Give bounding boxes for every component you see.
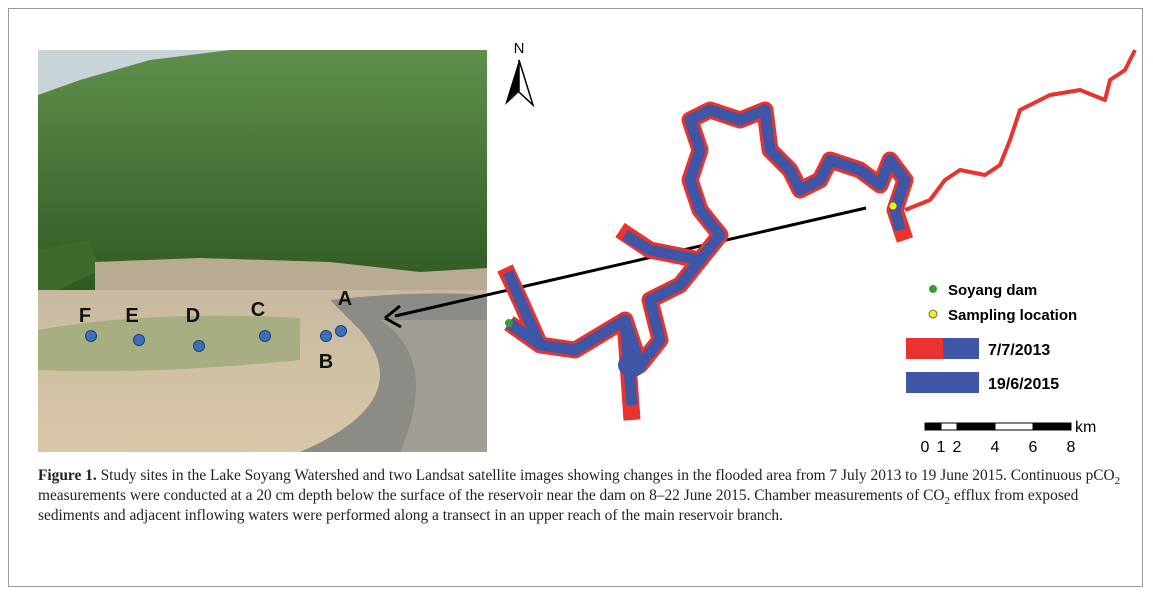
site-marker xyxy=(335,325,347,337)
scale-segment xyxy=(956,422,996,431)
scale-unit: km xyxy=(1075,419,1096,436)
site-marker xyxy=(85,330,97,342)
arrow-line xyxy=(394,206,867,318)
site-label: B xyxy=(319,351,333,373)
legend-swatch xyxy=(906,372,979,393)
legend-dot xyxy=(929,285,937,293)
arrow-head xyxy=(384,304,402,329)
site-marker xyxy=(193,340,205,352)
legend-label: 7/7/2013 xyxy=(988,342,1050,359)
scale-tick-label: 1 xyxy=(937,439,946,456)
caption-subscript: 2 xyxy=(944,495,950,508)
legend-dot xyxy=(928,309,938,319)
site-label: F xyxy=(79,305,91,327)
site-marker xyxy=(320,330,332,342)
legend-swatch xyxy=(906,338,943,359)
dam-marker xyxy=(505,319,513,327)
scale-tick-label: 0 xyxy=(921,439,930,456)
sampling-marker xyxy=(888,201,898,211)
north-arrow-left xyxy=(505,60,519,105)
site-marker xyxy=(133,334,145,346)
scale-segment xyxy=(940,422,958,431)
scale-segment xyxy=(1032,422,1072,431)
scale-segment xyxy=(994,422,1034,431)
caption: Figure 1. Study sites in the Lake Soyang… xyxy=(38,466,1123,526)
scale-tick-label: 6 xyxy=(1029,439,1038,456)
legend-label: 19/6/2015 xyxy=(988,376,1059,393)
figure: A B C D E F N Soyang dam Sampling location 7/7/… xyxy=(38,40,1137,456)
site-label: A xyxy=(338,288,352,310)
site-marker xyxy=(259,330,271,342)
scale-tick-label: 4 xyxy=(991,439,1000,456)
legend-label: Soyang dam xyxy=(948,282,1037,299)
legend-label: Sampling location xyxy=(948,307,1077,324)
legend-swatch xyxy=(943,338,979,359)
caption-text: Study sites in the Lake Soyang Watershed… xyxy=(96,467,1115,484)
figure-frame xyxy=(8,8,1143,587)
scale-tick-label: 2 xyxy=(953,439,962,456)
north-label: N xyxy=(514,40,525,57)
caption-label: Figure 1. xyxy=(38,467,97,484)
caption-text: efflux from exposed sediments and adjace… xyxy=(38,487,1079,524)
site-label: C xyxy=(251,299,265,321)
caption-text: measurements were conducted at a 20 cm d… xyxy=(38,487,945,504)
scale-segment xyxy=(924,422,942,431)
caption-subscript: 2 xyxy=(1114,475,1121,488)
scale-tick-label: 8 xyxy=(1067,439,1076,456)
site-photo xyxy=(38,50,487,452)
reservoir-map xyxy=(497,49,1137,421)
north-arrow-right xyxy=(518,59,535,108)
site-label: D xyxy=(186,305,200,327)
site-label: E xyxy=(125,305,138,327)
